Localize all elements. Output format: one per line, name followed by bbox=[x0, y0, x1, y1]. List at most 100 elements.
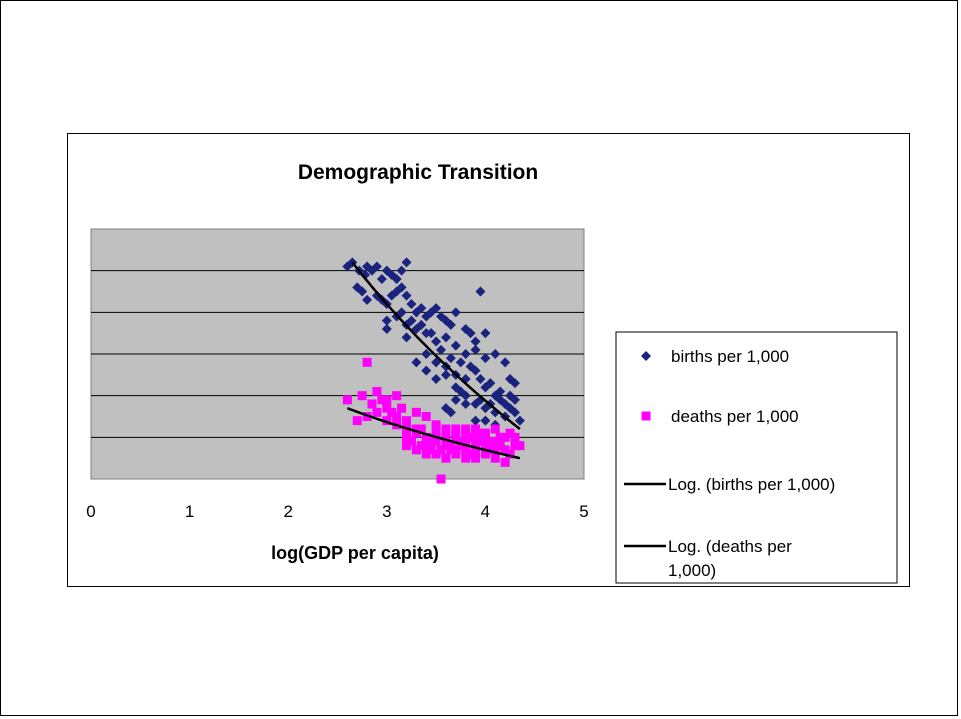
x-tick-label: 0 bbox=[86, 502, 95, 521]
data-point bbox=[480, 353, 491, 364]
data-point bbox=[396, 282, 407, 293]
data-point bbox=[485, 437, 495, 446]
data-point bbox=[421, 449, 431, 459]
data-point bbox=[515, 441, 525, 451]
deaths-trendline bbox=[346, 407, 521, 460]
data-point bbox=[401, 257, 412, 268]
x-tick-label: 1 bbox=[185, 502, 194, 521]
data-point bbox=[505, 449, 515, 459]
data-point bbox=[367, 399, 377, 409]
legend-square-icon bbox=[641, 411, 651, 421]
legend-diamond-icon bbox=[641, 351, 651, 361]
data-point bbox=[431, 420, 441, 430]
data-point bbox=[352, 416, 362, 426]
data-point bbox=[371, 290, 382, 301]
data-point bbox=[475, 437, 485, 446]
data-point bbox=[416, 424, 426, 434]
data-point bbox=[450, 382, 461, 393]
data-point bbox=[436, 474, 446, 484]
chart-title: Demographic Transition bbox=[298, 161, 538, 184]
data-point bbox=[431, 336, 442, 347]
data-point bbox=[451, 432, 461, 442]
x-tick-label: 2 bbox=[283, 502, 292, 521]
data-point bbox=[450, 394, 461, 405]
data-point bbox=[392, 391, 402, 401]
data-point bbox=[396, 307, 407, 318]
data-point bbox=[480, 415, 491, 426]
data-point bbox=[372, 407, 382, 417]
data-point bbox=[450, 340, 461, 351]
series-births bbox=[342, 257, 525, 430]
data-point bbox=[376, 274, 387, 284]
x-axis-ticks: 0 1 2 3 4 5 bbox=[86, 502, 588, 521]
data-point bbox=[411, 445, 421, 455]
data-point bbox=[382, 416, 392, 426]
data-point bbox=[470, 336, 481, 347]
data-point bbox=[411, 424, 421, 434]
data-point bbox=[421, 412, 431, 421]
plot-area bbox=[90, 228, 585, 484]
data-point bbox=[471, 432, 481, 442]
data-point bbox=[411, 407, 421, 417]
data-point bbox=[402, 441, 412, 451]
data-point bbox=[475, 374, 486, 384]
legend: births per 1,000 deaths per 1,000 Log. (bi… bbox=[615, 331, 898, 584]
data-point bbox=[465, 328, 476, 339]
data-point bbox=[377, 395, 387, 405]
data-point bbox=[357, 286, 368, 297]
data-point bbox=[440, 332, 451, 343]
data-point bbox=[461, 445, 471, 455]
data-point bbox=[500, 432, 510, 442]
data-point bbox=[371, 261, 382, 272]
data-point bbox=[461, 428, 471, 438]
data-point bbox=[397, 403, 407, 413]
data-point bbox=[500, 445, 510, 455]
data-point bbox=[461, 437, 471, 446]
x-tick-label: 4 bbox=[481, 502, 490, 521]
data-point bbox=[450, 307, 461, 318]
data-point bbox=[485, 378, 496, 389]
data-point bbox=[426, 328, 437, 339]
data-point bbox=[406, 315, 417, 326]
data-point bbox=[381, 324, 392, 334]
data-point bbox=[416, 303, 427, 314]
data-point bbox=[411, 357, 422, 368]
data-point bbox=[475, 286, 486, 297]
data-point bbox=[441, 424, 451, 434]
data-point bbox=[421, 349, 432, 359]
data-point bbox=[466, 449, 476, 459]
data-point bbox=[382, 403, 392, 413]
x-tick-label: 5 bbox=[579, 502, 588, 521]
data-point bbox=[500, 357, 511, 368]
data-point bbox=[381, 265, 392, 276]
legend-label: Log. (births per 1,000) bbox=[668, 475, 835, 494]
data-point bbox=[456, 441, 466, 451]
data-point bbox=[392, 412, 402, 421]
legend-label: Log. (deaths per bbox=[668, 537, 792, 556]
data-point bbox=[396, 265, 407, 276]
data-point bbox=[490, 349, 501, 359]
data-point bbox=[495, 432, 505, 442]
data-point bbox=[490, 424, 500, 434]
data-point bbox=[431, 449, 441, 459]
data-point bbox=[441, 453, 451, 463]
data-point bbox=[421, 432, 431, 442]
data-point bbox=[451, 424, 461, 434]
x-tick-label: 3 bbox=[382, 502, 391, 521]
data-point bbox=[490, 437, 500, 446]
data-point bbox=[406, 437, 416, 446]
data-point bbox=[490, 445, 500, 455]
data-point bbox=[402, 416, 412, 426]
data-point bbox=[445, 407, 456, 418]
data-point bbox=[431, 374, 442, 384]
data-point bbox=[471, 424, 481, 434]
data-point bbox=[440, 315, 451, 326]
data-point bbox=[514, 415, 525, 426]
data-point bbox=[402, 432, 412, 442]
data-point bbox=[475, 428, 485, 438]
data-point bbox=[421, 441, 431, 451]
data-point bbox=[470, 415, 481, 426]
data-point bbox=[461, 453, 471, 463]
x-axis-label: log(GDP per capita) bbox=[271, 543, 439, 563]
